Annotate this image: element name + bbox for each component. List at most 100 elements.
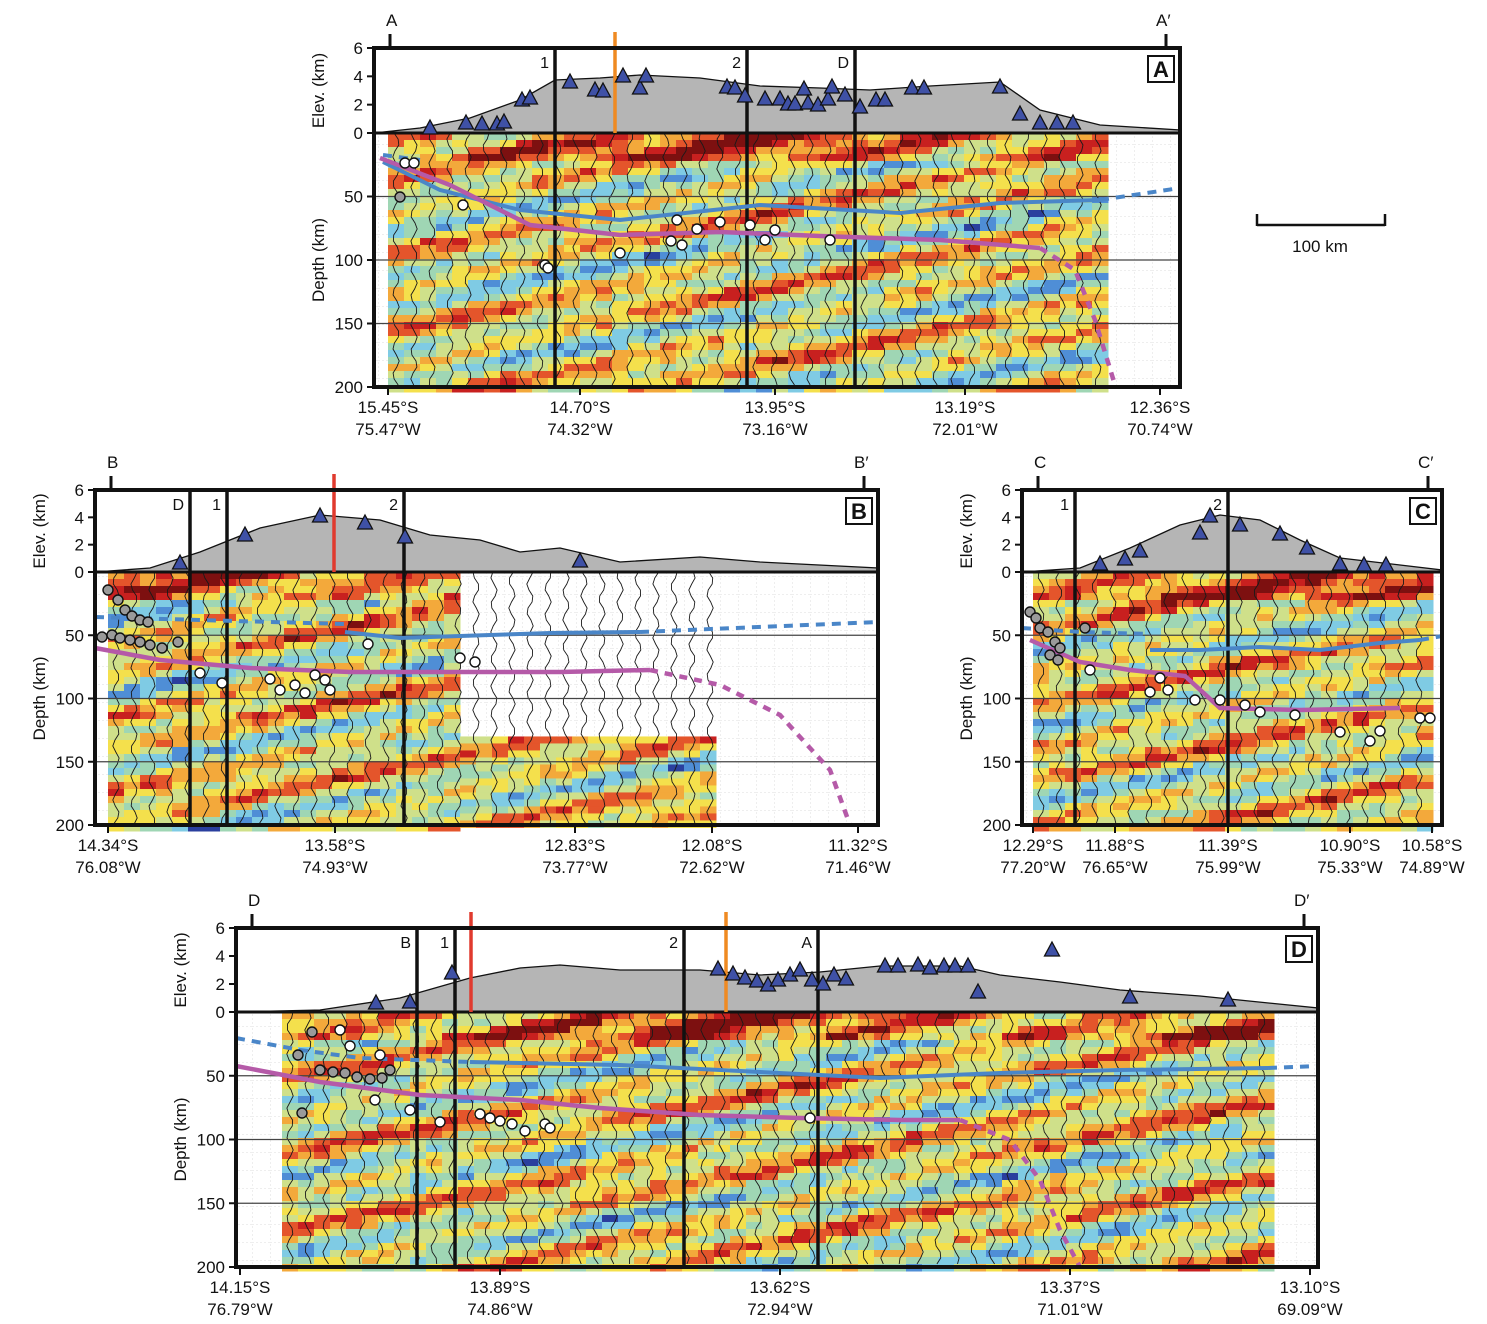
moho-dashed — [1419, 634, 1443, 642]
x-tick-lon: 72.62°W — [679, 858, 744, 877]
rf-image — [108, 572, 717, 832]
station-triangle — [959, 956, 977, 973]
station-triangle — [1048, 113, 1066, 130]
earthquake-marker — [264, 673, 276, 685]
earthquake-marker — [494, 1115, 506, 1127]
panel-letter: B — [851, 499, 867, 524]
elev-tick-label: 4 — [75, 508, 84, 527]
station-triangle — [756, 89, 774, 106]
earthquake-marker — [1214, 694, 1226, 706]
moho-solid — [1150, 638, 1421, 653]
station-triangle — [571, 551, 589, 568]
earthquake-marker — [319, 674, 331, 686]
crossing-line-label: D — [172, 497, 184, 514]
x-tick-lon: 75.47°W — [355, 420, 420, 439]
panel-c: 1 2 C C′ C 6 4 2 0 50 100 150 200 Elev. (km) Depth (km… — [957, 453, 1465, 877]
station-triangle — [1201, 506, 1219, 523]
station-triangle — [443, 963, 461, 980]
station-triangle — [1219, 990, 1237, 1007]
earthquake-marker — [1289, 709, 1301, 721]
station-triangle — [724, 964, 742, 981]
earthquake-marker — [369, 1094, 381, 1106]
earthquake-marker — [454, 652, 466, 664]
x-tick-lat: 13.10°S — [1280, 1278, 1341, 1297]
earthquake-marker — [1424, 712, 1436, 724]
earthquake-marker — [744, 219, 756, 231]
crossing-line-label: 2 — [1213, 497, 1222, 514]
station-triangle — [889, 956, 907, 973]
elev-tick-label: 0 — [1002, 563, 1011, 582]
earthquake-marker — [1162, 684, 1174, 696]
earthquake-marker — [376, 1072, 388, 1084]
earthquake-marker — [671, 214, 683, 226]
depth-tick-label: 100 — [197, 1131, 225, 1150]
station-triangle — [786, 94, 804, 111]
crossing-line-label: 2 — [389, 497, 398, 514]
x-tick-lon: 74.93°W — [302, 858, 367, 877]
earthquake-marker — [96, 631, 108, 643]
station-triangle — [825, 965, 843, 982]
elev-axis-title: Elev. (km) — [171, 932, 190, 1007]
slab-dashed — [649, 667, 853, 826]
depth-axis-title: Depth (km) — [171, 1097, 190, 1181]
station-triangle — [594, 81, 612, 98]
station-triangle — [1231, 515, 1249, 532]
depth-tick-label: 50 — [344, 188, 363, 207]
earthquake-marker — [384, 1064, 396, 1076]
x-tick-lat: 13.37°S — [1040, 1278, 1101, 1297]
earthquake-marker — [519, 1125, 531, 1137]
moho-solid — [469, 1060, 1269, 1081]
station-triangle — [921, 958, 939, 975]
slab-solid — [379, 155, 1041, 251]
x-tick-lon: 73.16°W — [742, 420, 807, 439]
moho-dashed — [1267, 1064, 1319, 1070]
station-triangle — [915, 78, 933, 95]
station-triangle — [521, 88, 539, 105]
station-triangle — [457, 113, 475, 130]
panel-a: 1 2 D A A′ A 6 4 2 0 50 100 150 200 Elev. (km) Depth (k… — [309, 11, 1193, 439]
earthquake-marker — [469, 656, 481, 668]
earthquake-marker — [339, 1067, 351, 1079]
elev-tick-label: 4 — [1002, 508, 1011, 527]
panel-b: D 1 2 B B′ B 6 4 2 0 50 100 150 200 Elev. (km) Depth (k… — [30, 453, 891, 877]
x-tick-lat: 12.36°S — [1130, 398, 1191, 417]
earthquake-marker — [1254, 706, 1266, 718]
x-tick-lat: 13.62°S — [750, 1278, 811, 1297]
station-triangle — [771, 89, 789, 106]
topography-profile — [235, 964, 1319, 1013]
depth-tick-label: 200 — [983, 816, 1011, 835]
elev-axis-title: Elev. (km) — [30, 493, 49, 568]
earthquake-marker — [327, 1066, 339, 1078]
elev-tick-label: 0 — [75, 563, 84, 582]
station-triangle — [819, 89, 837, 106]
panel-frame — [234, 926, 1320, 1269]
station-triangle — [367, 993, 385, 1010]
profile-end-label: D′ — [1294, 891, 1309, 910]
x-tick-lon: 71.46°W — [825, 858, 890, 877]
earthquake-marker — [296, 1107, 308, 1119]
station-triangle — [726, 78, 744, 95]
station-triangle — [876, 956, 894, 973]
earthquake-marker — [1084, 664, 1096, 676]
rf-traces — [112, 571, 714, 825]
earthquake-marker — [484, 1112, 496, 1124]
earthquake-marker — [299, 687, 311, 699]
elev-tick-label: 4 — [216, 947, 225, 966]
station-triangle — [903, 78, 921, 95]
station-triangle — [836, 85, 854, 102]
x-tick-lon: 77.20°W — [1000, 858, 1065, 877]
earthquake-marker — [1144, 686, 1156, 698]
depth-tick-label: 100 — [335, 251, 363, 270]
x-tick-lon: 76.08°W — [75, 858, 140, 877]
moho-solid — [382, 160, 1101, 223]
station-triangle — [795, 79, 813, 96]
moho-dashed — [1099, 186, 1181, 202]
rf-traces — [392, 132, 1102, 386]
station-triangle — [946, 956, 964, 973]
x-tick-lon: 73.77°W — [542, 858, 607, 877]
station-triangle — [709, 959, 727, 976]
slab-dashed — [1038, 246, 1118, 386]
x-tick-lat: 13.89°S — [470, 1278, 531, 1297]
panel-letter-box — [1147, 55, 1175, 83]
earthquake-marker — [769, 224, 781, 236]
